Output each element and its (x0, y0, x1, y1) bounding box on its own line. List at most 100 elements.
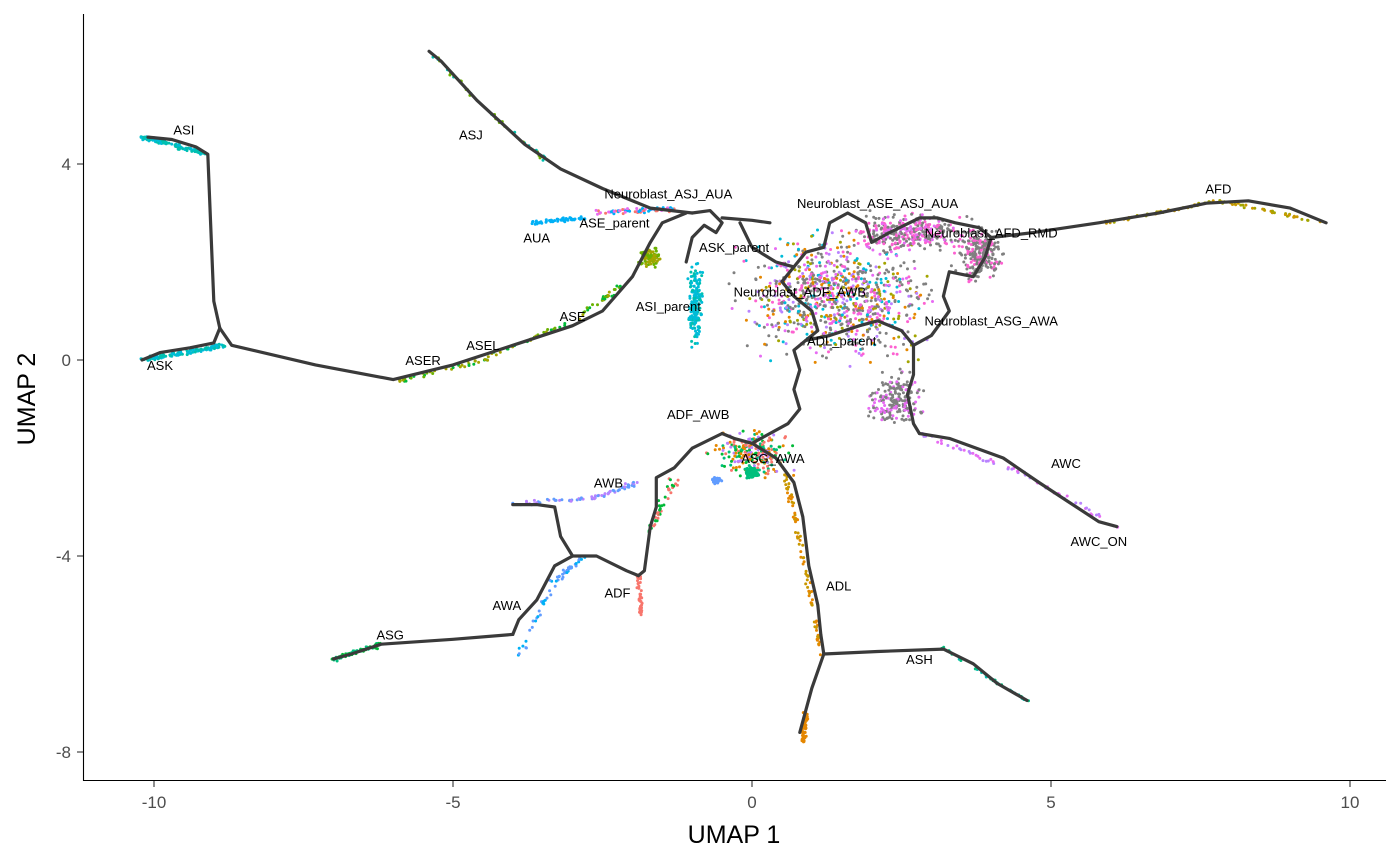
data-point (875, 283, 879, 287)
data-point (808, 284, 812, 288)
data-point (796, 281, 800, 285)
data-point (767, 307, 771, 311)
data-point (874, 322, 878, 326)
x-tick-label: 0 (747, 793, 756, 812)
data-point (811, 281, 815, 284)
data-point (690, 265, 694, 269)
data-point (979, 248, 983, 252)
data-point (749, 474, 753, 478)
data-point (756, 466, 760, 470)
data-point (690, 302, 693, 306)
data-point (892, 401, 896, 405)
data-point (623, 210, 627, 214)
data-point (796, 531, 800, 535)
data-point (531, 220, 535, 224)
data-point (865, 317, 868, 321)
data-point (1079, 501, 1083, 505)
data-point (987, 259, 991, 263)
data-point (483, 358, 487, 361)
data-point (648, 255, 652, 259)
data-point (912, 230, 916, 234)
data-point (531, 619, 535, 623)
data-point (903, 399, 907, 403)
data-point (791, 307, 795, 311)
data-point (804, 582, 808, 586)
cluster-label: Neuroblast_AFD_RMD (925, 226, 1058, 241)
data-point (767, 289, 770, 293)
data-point (585, 306, 589, 310)
trajectory-layer (140, 49, 1328, 734)
data-point (991, 274, 995, 278)
data-point (805, 332, 809, 336)
data-point (521, 644, 525, 648)
data-point (723, 464, 726, 468)
data-point (897, 311, 901, 315)
data-point (335, 659, 339, 663)
trajectory-path (427, 49, 694, 215)
trajectory-path (511, 503, 640, 578)
data-point (815, 638, 819, 642)
data-point (840, 326, 844, 330)
data-point (186, 351, 190, 354)
cluster-labels-layer: ASI ASJ ASK ASER ASEL ASE AUA ASE_parent Neurobl… (147, 123, 1231, 667)
data-point (858, 262, 862, 266)
data-point (842, 311, 846, 315)
data-point (733, 445, 737, 449)
cluster-label: ASEL (466, 338, 499, 353)
data-point (766, 469, 770, 473)
data-point (870, 341, 874, 345)
data-point (637, 584, 641, 588)
data-point (912, 227, 916, 231)
data-point (806, 288, 810, 292)
data-point (951, 226, 955, 230)
data-point (919, 410, 923, 414)
data-point (1306, 218, 1310, 222)
data-point (832, 263, 836, 267)
data-point (890, 225, 894, 229)
data-point (591, 303, 594, 307)
data-point (960, 253, 964, 257)
data-point (806, 585, 810, 589)
data-point (458, 365, 462, 369)
data-point (973, 255, 977, 259)
data-point (656, 511, 660, 515)
data-point (738, 465, 741, 469)
data-point (816, 297, 820, 301)
data-point (767, 266, 771, 270)
data-point (690, 314, 694, 318)
data-point (988, 275, 992, 279)
data-point (841, 250, 845, 254)
data-point (880, 418, 884, 422)
cluster-label: AFD (1205, 181, 1231, 196)
data-point (731, 457, 735, 461)
data-point (985, 237, 989, 241)
data-point (809, 321, 813, 325)
data-point (884, 283, 888, 287)
data-point (561, 575, 565, 579)
data-point (788, 494, 792, 498)
data-point (713, 478, 716, 482)
data-point (882, 401, 886, 405)
data-point (197, 151, 201, 155)
data-point (578, 498, 582, 501)
data-point (935, 242, 939, 246)
data-point (797, 542, 801, 546)
data-point (763, 264, 767, 268)
data-point (690, 321, 694, 325)
data-point (885, 305, 889, 309)
data-point (766, 464, 769, 468)
data-point (913, 380, 917, 384)
data-point (866, 330, 870, 334)
data-point (775, 448, 778, 452)
data-point (639, 600, 643, 603)
data-point (1244, 203, 1248, 207)
data-point (829, 285, 833, 289)
data-point (784, 435, 787, 439)
data-point (767, 447, 771, 451)
data-point (652, 253, 656, 257)
data-point (794, 531, 797, 534)
data-point (697, 288, 701, 292)
data-point (978, 241, 982, 245)
data-point (861, 271, 864, 275)
data-point (851, 343, 855, 347)
